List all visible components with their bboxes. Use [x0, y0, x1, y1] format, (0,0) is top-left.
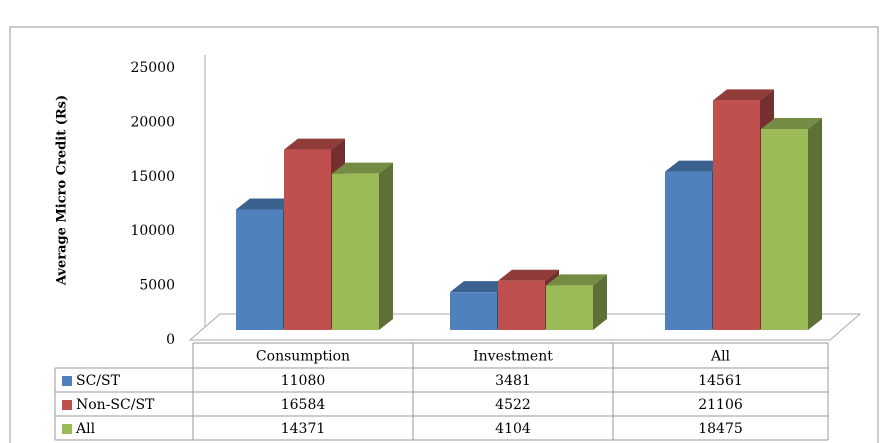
legend-label: All	[75, 421, 96, 437]
y-tick-label: 5000	[139, 278, 175, 294]
bar-side	[593, 274, 607, 330]
bar-top	[236, 198, 297, 210]
bar	[665, 171, 712, 330]
legend-label: SC/ST	[76, 373, 121, 389]
legend-key	[62, 400, 72, 410]
chart-frame	[9, 26, 879, 443]
legend-key	[62, 424, 72, 434]
bar	[761, 128, 808, 330]
x-tick-label: Consumption	[256, 349, 350, 365]
bar-side	[379, 162, 393, 330]
bar-top	[546, 274, 607, 286]
bar-top	[284, 138, 345, 150]
bar-top	[713, 89, 774, 101]
table-value: 11080	[281, 373, 326, 389]
bar	[498, 280, 545, 330]
bar	[284, 149, 331, 330]
table-value: 21106	[698, 397, 743, 413]
bar-top	[761, 117, 822, 129]
table-value: 18475	[698, 421, 743, 437]
table-value: 16584	[281, 397, 326, 413]
y-tick-label: 0	[166, 332, 175, 348]
bar-top	[450, 281, 511, 293]
table-value: 4104	[495, 421, 531, 437]
bar	[236, 209, 283, 330]
bar	[332, 173, 379, 330]
bar	[450, 292, 497, 330]
x-tick-label: All	[710, 349, 731, 365]
y-tick-label: 20000	[130, 114, 175, 130]
table-value: 4522	[495, 397, 531, 413]
table-value: 14561	[698, 373, 743, 389]
legend-key	[62, 376, 72, 386]
bar	[713, 100, 760, 330]
bar-top	[665, 160, 726, 172]
y-tick-label: 10000	[130, 223, 175, 239]
bar-top	[498, 269, 559, 281]
y-tick-label: 25000	[130, 60, 175, 76]
table-value: 3481	[495, 373, 531, 389]
bar	[546, 285, 593, 330]
bar-top	[332, 162, 393, 174]
bar-side	[808, 117, 822, 330]
y-tick-label: 15000	[130, 169, 175, 185]
x-tick-label: Investment	[473, 349, 553, 365]
y-axis-title: Average Micro Credit (Rs)	[55, 95, 70, 286]
legend-label: Non-SC/ST	[76, 397, 155, 413]
table-value: 14371	[281, 421, 326, 437]
